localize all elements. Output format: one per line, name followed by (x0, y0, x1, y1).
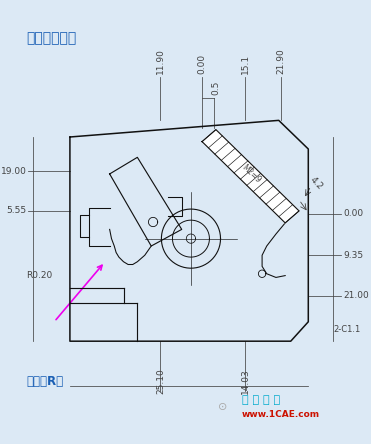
Text: 19.00: 19.00 (1, 166, 26, 176)
Text: 5.55: 5.55 (6, 206, 26, 215)
Text: 11.90: 11.90 (156, 48, 165, 74)
Text: 15.1: 15.1 (241, 54, 250, 74)
Text: 0.00: 0.00 (344, 209, 364, 218)
Text: 0.5: 0.5 (211, 81, 220, 95)
Text: ⊙: ⊙ (218, 402, 227, 412)
Text: 仿 真 在 线: 仿 真 在 线 (242, 395, 280, 405)
Text: R0.20: R0.20 (26, 271, 53, 280)
Text: 4.2: 4.2 (308, 175, 325, 191)
Text: 21.00: 21.00 (344, 291, 369, 301)
Text: 线切割R角: 线切割R角 (26, 375, 63, 388)
Text: 25.10: 25.10 (156, 368, 165, 394)
Text: M2=9: M2=9 (240, 163, 262, 185)
Text: 冲裁凹模镶块: 冲裁凹模镶块 (26, 31, 77, 45)
Text: www.1CAE.com: www.1CAE.com (242, 410, 320, 419)
Polygon shape (202, 130, 299, 223)
Text: 2-C1.1: 2-C1.1 (333, 325, 361, 334)
Text: 14.03: 14.03 (241, 368, 250, 394)
Text: 21.90: 21.90 (276, 48, 285, 74)
Text: 0.00: 0.00 (197, 54, 207, 74)
Text: 9.35: 9.35 (344, 251, 364, 260)
